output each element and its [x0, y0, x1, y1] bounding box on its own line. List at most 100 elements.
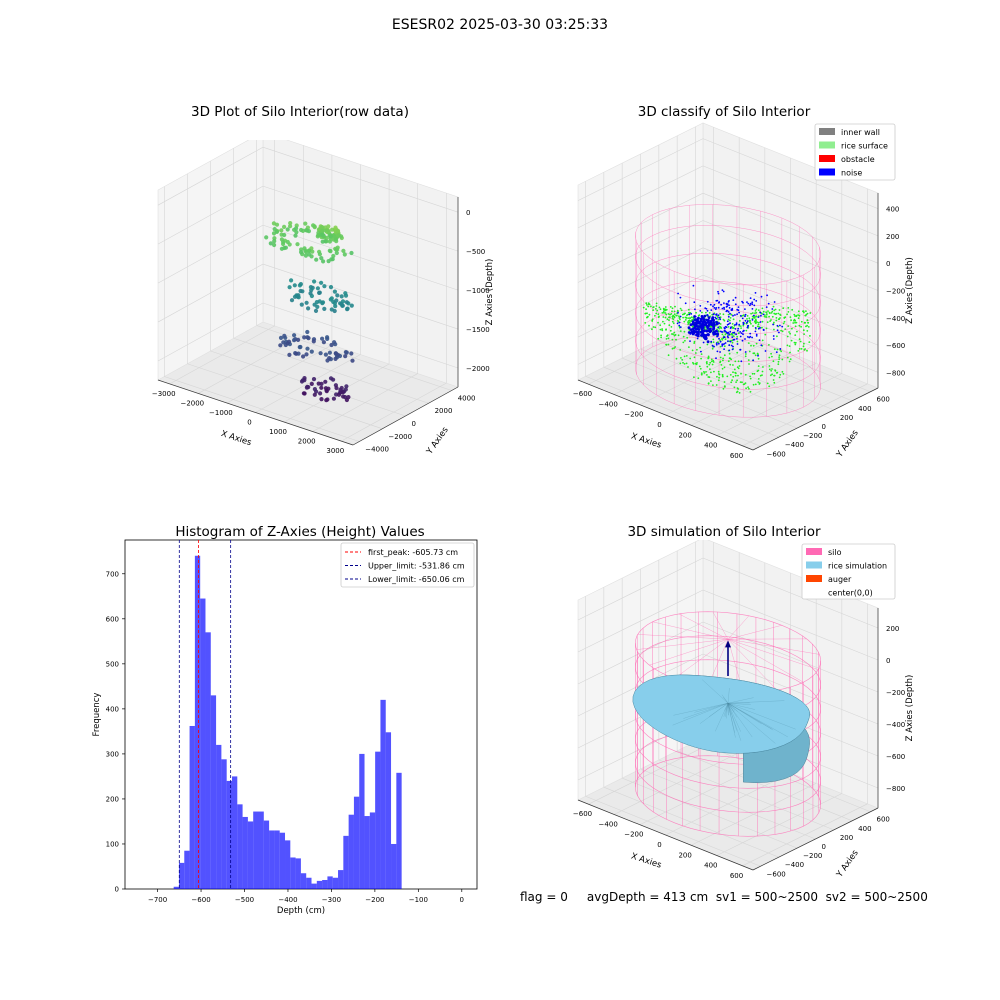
data-point — [349, 303, 354, 308]
rice-point — [775, 317, 778, 319]
panel3-title: Histogram of Z-Axies (Height) Values — [175, 524, 425, 540]
rice-point — [736, 351, 739, 354]
gridline — [262, 185, 459, 252]
rice-point — [718, 376, 720, 379]
rice-point — [767, 310, 769, 312]
data-point — [327, 239, 332, 244]
data-point — [343, 354, 348, 359]
z-tick-label: 0 — [466, 209, 470, 217]
data-point — [321, 340, 326, 345]
legend-swatch — [819, 168, 835, 176]
rice-point — [768, 385, 771, 388]
noise-point — [741, 317, 744, 320]
data-point — [319, 385, 324, 390]
mesh-line — [723, 703, 729, 717]
data-point — [309, 381, 314, 386]
data-point — [292, 333, 297, 338]
z-tick-label: −1000 — [466, 287, 490, 295]
noise-point — [709, 303, 712, 306]
rice-point — [761, 370, 764, 373]
noise-point — [702, 323, 706, 327]
noise-point — [721, 307, 724, 310]
rice-point — [722, 313, 725, 316]
rice-point — [721, 375, 724, 377]
noise-point — [739, 335, 742, 338]
rice-point — [753, 372, 756, 375]
noise-point — [762, 328, 765, 331]
noise-point — [697, 316, 700, 320]
rice-point — [644, 312, 647, 315]
rice-point — [724, 333, 727, 336]
noise-point — [752, 359, 755, 362]
rice-point — [807, 321, 809, 324]
noise-point — [737, 306, 740, 308]
rice-point — [732, 371, 734, 374]
dome-line — [727, 639, 778, 691]
noise-point — [699, 317, 703, 321]
noise-point — [706, 309, 709, 312]
legend-swatch — [819, 128, 835, 135]
rice-point — [776, 371, 779, 374]
data-point — [296, 293, 301, 298]
rice-point — [744, 373, 747, 376]
data-point — [320, 336, 325, 341]
auger-arrow — [725, 640, 731, 648]
rice-point — [745, 353, 747, 355]
data-point — [325, 228, 330, 233]
rice-point — [700, 372, 703, 375]
rice-point — [669, 306, 672, 308]
rice-point — [798, 324, 801, 327]
noise-point — [679, 296, 682, 299]
rice-point — [787, 325, 790, 327]
histogram-bar — [348, 814, 354, 889]
rice-point — [806, 312, 809, 315]
rice-point — [745, 387, 747, 390]
rice-point — [791, 308, 794, 311]
rice-point — [683, 363, 686, 365]
dome-line — [674, 638, 729, 679]
rice-point — [646, 312, 648, 315]
noise-point — [749, 304, 751, 307]
histogram-bar — [338, 870, 344, 889]
rice-point — [657, 313, 660, 316]
noise-point — [715, 313, 718, 316]
rice-point — [662, 320, 664, 323]
data-point — [264, 235, 269, 240]
rice-point — [740, 327, 742, 329]
rice-point — [709, 368, 711, 370]
gridline — [577, 557, 704, 621]
noise-point — [751, 303, 754, 306]
noise-point — [741, 339, 744, 342]
rice-point — [661, 312, 664, 314]
scatter-points — [264, 221, 355, 403]
data-point — [272, 227, 277, 232]
rice-point — [802, 329, 805, 332]
rice-point — [679, 349, 682, 351]
rice-point — [671, 310, 673, 313]
noise-point — [679, 326, 682, 328]
rice-point — [662, 307, 665, 310]
dome-line — [652, 621, 729, 640]
noise-point — [736, 329, 739, 332]
data-point — [299, 302, 304, 307]
dome-line — [727, 625, 782, 640]
rice-point — [729, 319, 731, 322]
rice-point — [686, 314, 688, 317]
rice-point — [784, 328, 787, 330]
rice-point — [806, 319, 809, 321]
data-point — [317, 252, 322, 257]
noise-point — [723, 336, 725, 339]
noise-point — [720, 331, 723, 333]
data-point — [335, 293, 340, 298]
rice-point — [747, 359, 750, 361]
rice-point — [729, 374, 732, 376]
rice-point — [731, 334, 734, 336]
panel2-title: 3D classify of Silo Interior — [637, 104, 811, 120]
rice-point — [656, 309, 659, 312]
rice-point — [787, 307, 790, 309]
data-point — [282, 224, 287, 229]
data-point — [315, 286, 320, 291]
noise-point — [755, 335, 758, 337]
rice-point — [771, 355, 773, 358]
noise-point — [772, 323, 774, 326]
